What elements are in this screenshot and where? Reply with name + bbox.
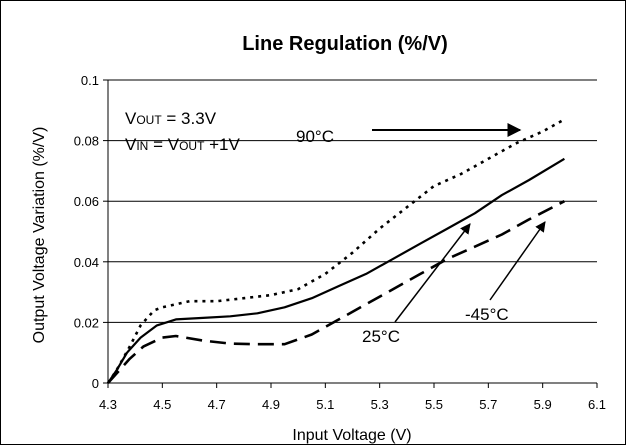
- vin-annotation: VIN = VOUT +1V: [125, 135, 241, 154]
- x-tick-label: 5.3: [371, 397, 389, 412]
- series-lines: [106, 118, 566, 384]
- y-tick-label: 0.08: [74, 134, 99, 149]
- vout-annotation: VOUT = 3.3V: [125, 109, 217, 128]
- y-tick-label: 0: [92, 376, 99, 391]
- series-line-25C: [107, 157, 565, 384]
- x-tick-label: 6.1: [588, 397, 606, 412]
- x-tick-label: 5.1: [316, 397, 334, 412]
- series-line-90C: [106, 118, 566, 384]
- label-90c: 90°C: [296, 127, 334, 146]
- arrow-minus45c: [489, 221, 546, 301]
- x-tick-label: 5.9: [534, 397, 552, 412]
- y-axis-label: Output Voltage Variation (%/V): [31, 127, 48, 344]
- y-tick-label: 0.02: [74, 315, 99, 330]
- arrow-25c: [394, 223, 471, 323]
- gridlines: [108, 79, 597, 323]
- x-tick-label: 4.3: [99, 397, 117, 412]
- series-line-minus45C: [107, 200, 565, 384]
- chart-title: Line Regulation (%/V): [242, 33, 448, 55]
- x-tick-label: 4.5: [153, 397, 171, 412]
- y-tick-label: 0.04: [74, 255, 99, 270]
- x-tick-label: 5.5: [425, 397, 443, 412]
- x-tick-labels: 4.3 4.5 4.7 4.9 5.1 5.3 5.5 5.7 5.9 6.1: [99, 397, 606, 412]
- y-tick-label: 0.1: [81, 73, 99, 88]
- x-tick-label: 5.7: [479, 397, 497, 412]
- axes: [103, 79, 598, 388]
- x-tick-label: 4.7: [208, 397, 226, 412]
- y-tick-label: 0.06: [74, 194, 99, 209]
- x-tick-label: 4.9: [262, 397, 280, 412]
- label-25c: 25°C: [362, 327, 400, 346]
- x-axis-label: Input Voltage (V): [292, 427, 411, 444]
- label-minus45c: -45°C: [465, 305, 509, 324]
- y-tick-labels: 0 0.02 0.04 0.06 0.08 0.1: [74, 73, 99, 391]
